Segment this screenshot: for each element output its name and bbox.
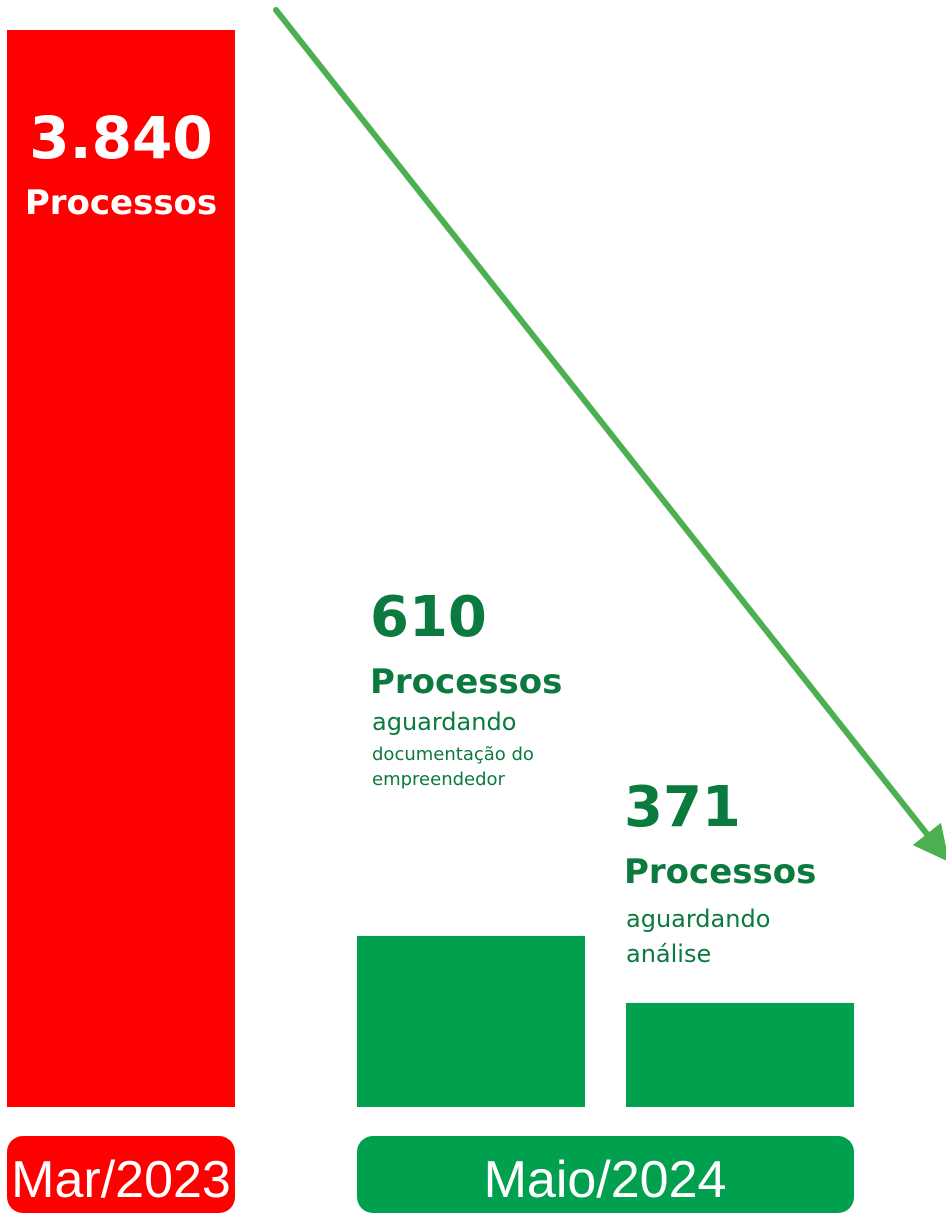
trend-arrow bbox=[273, 7, 946, 863]
data-label-mar-2023-value: 3.840 bbox=[29, 104, 212, 172]
data-label-371-desc-1: aguardando bbox=[626, 905, 770, 933]
data-label-610-value: 610 bbox=[370, 585, 487, 650]
bar-maio-2024-analise bbox=[626, 1002, 854, 1107]
data-label-371-desc-2: análise bbox=[626, 940, 711, 968]
data-label-610-desc-2: documentação do bbox=[372, 744, 534, 765]
bar-maio-2024-documentacao bbox=[357, 935, 585, 1107]
data-label-610-desc-3: empreendedor bbox=[372, 769, 506, 790]
bar-mar-2023 bbox=[7, 30, 235, 1107]
category-pill-mar-2023 bbox=[7, 1136, 235, 1213]
data-label-610-desc-1: aguardando bbox=[372, 708, 516, 736]
category-label-maio-2024: Maio/2024 bbox=[484, 1151, 727, 1209]
category-label-mar-2023: Mar/2023 bbox=[11, 1151, 231, 1209]
data-label-371-value: 371 bbox=[624, 775, 741, 840]
category-pill-maio-2024 bbox=[357, 1136, 854, 1213]
data-label-371-unit: Processos bbox=[624, 852, 816, 892]
data-label-610-unit: Processos bbox=[370, 662, 562, 702]
data-label-mar-2023-unit: Processos bbox=[25, 183, 217, 223]
